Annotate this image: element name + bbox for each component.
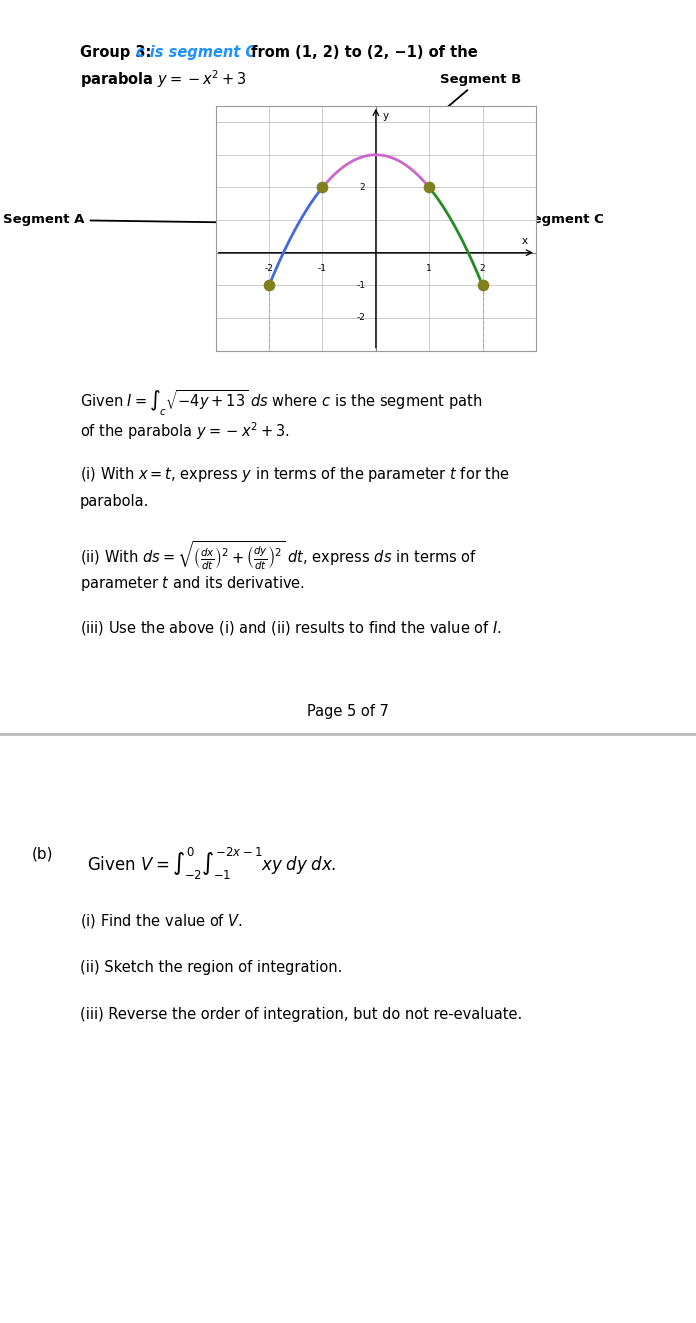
- Text: (i) With $x = t$, express $y$ in terms of the parameter $t$ for the: (i) With $x = t$, express $y$ in terms o…: [80, 466, 510, 484]
- Point: [424, 177, 435, 198]
- Text: Segment C: Segment C: [473, 213, 604, 226]
- Text: (b): (b): [31, 847, 53, 861]
- Text: from (1, 2) to (2, −1) of the: from (1, 2) to (2, −1) of the: [246, 45, 477, 60]
- Point: [317, 177, 328, 198]
- Text: -1: -1: [356, 280, 365, 290]
- Text: Given $I = \int_c \sqrt{-4y + 13}\; ds$ where $c$ is the segment path: Given $I = \int_c \sqrt{-4y + 13}\; ds$ …: [80, 389, 482, 418]
- Text: Segment A: Segment A: [3, 213, 288, 226]
- Text: y: y: [382, 111, 388, 120]
- Text: parabola.: parabola.: [80, 495, 150, 509]
- Text: Given $V = \int_{-2}^{0} \int_{-1}^{-2x-1} xy\; dy\; dx$.: Given $V = \int_{-2}^{0} \int_{-1}^{-2x-…: [87, 847, 336, 882]
- Text: 1: 1: [427, 265, 432, 273]
- Point: [477, 275, 488, 296]
- Text: (iii) Reverse the order of integration, but do not re-evaluate.: (iii) Reverse the order of integration, …: [80, 1008, 522, 1023]
- Text: -1: -1: [318, 265, 327, 273]
- Text: (ii) Sketch the region of integration.: (ii) Sketch the region of integration.: [80, 960, 342, 975]
- Text: Group 3:: Group 3:: [80, 45, 157, 60]
- Text: parabola $y = -x^2 + 3$: parabola $y = -x^2 + 3$: [80, 69, 247, 90]
- Text: (i) Find the value of $V$.: (i) Find the value of $V$.: [80, 913, 243, 930]
- Text: 2: 2: [360, 183, 365, 192]
- Text: -2: -2: [264, 265, 274, 273]
- Text: parameter $t$ and its derivative.: parameter $t$ and its derivative.: [80, 574, 305, 593]
- Text: x: x: [522, 237, 528, 246]
- Text: (ii) With $ds = \sqrt{\left(\frac{dx}{dt}\right)^2 + \left(\frac{dy}{dt}\right)^: (ii) With $ds = \sqrt{\left(\frac{dx}{dt…: [80, 540, 477, 572]
- Text: 2: 2: [480, 265, 485, 273]
- Text: (iii) Use the above (i) and (ii) results to find the value of $I$.: (iii) Use the above (i) and (ii) results…: [80, 619, 502, 636]
- Text: Page 5 of 7: Page 5 of 7: [307, 705, 389, 720]
- Text: c is segment C: c is segment C: [136, 45, 256, 60]
- Text: -2: -2: [356, 314, 365, 323]
- Point: [264, 275, 275, 296]
- Text: of the parabola $y = -x^2 + 3$.: of the parabola $y = -x^2 + 3$.: [80, 421, 290, 442]
- Text: Segment B: Segment B: [393, 73, 521, 153]
